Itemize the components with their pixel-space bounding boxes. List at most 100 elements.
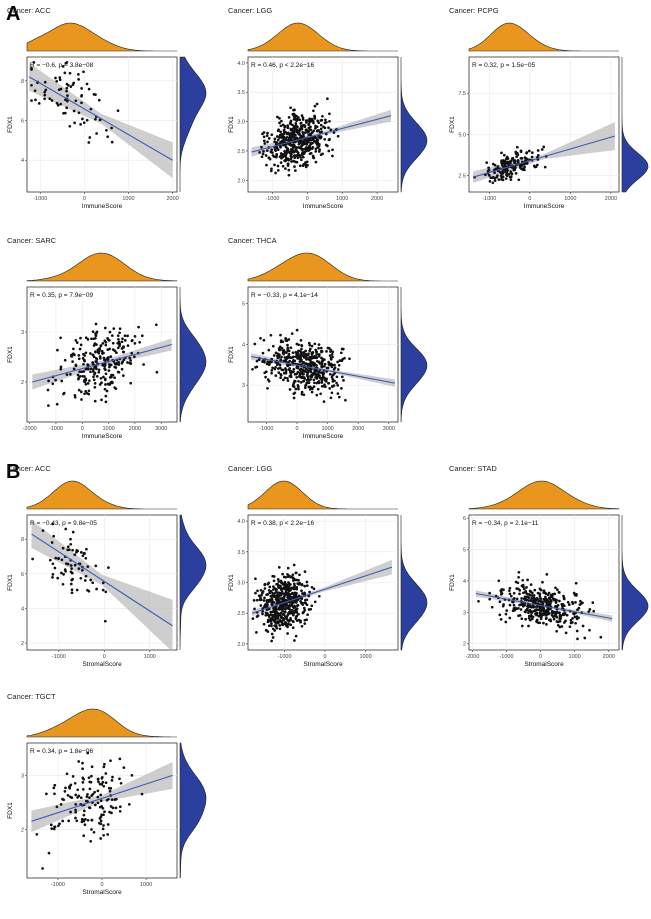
data-point (88, 379, 91, 383)
data-point (54, 378, 57, 382)
data-point (94, 350, 97, 353)
data-point (294, 126, 297, 129)
data-point (300, 347, 303, 351)
data-point (93, 342, 97, 345)
data-point (121, 337, 124, 341)
data-point (324, 118, 327, 122)
data-point (312, 385, 316, 388)
y-marginal-density (621, 57, 649, 193)
data-point (77, 760, 81, 763)
data-point (103, 339, 107, 343)
data-point (285, 617, 289, 621)
data-point (300, 390, 304, 394)
data-point (103, 362, 107, 366)
data-point (281, 623, 284, 627)
data-point (74, 808, 77, 812)
data-point (89, 367, 93, 371)
data-point (120, 347, 124, 350)
data-point (283, 350, 287, 354)
data-point (84, 799, 88, 803)
data-point (294, 355, 298, 358)
data-point (267, 156, 271, 160)
data-point (272, 606, 275, 610)
y-tick-label: 2 (463, 642, 466, 648)
data-point (342, 379, 345, 382)
data-point (291, 608, 294, 612)
data-point (142, 363, 145, 366)
data-point (284, 367, 287, 370)
data-point (291, 123, 294, 127)
data-point (59, 87, 63, 91)
data-point (319, 371, 323, 374)
data-point (256, 589, 259, 593)
data-point (262, 139, 266, 143)
data-point (493, 163, 497, 167)
x-marginal-density (247, 252, 398, 282)
x-tick-label: 2000 (371, 196, 383, 202)
data-point (518, 164, 522, 168)
y-tick-label: 5 (463, 548, 466, 554)
data-point (274, 149, 278, 152)
data-point (325, 366, 329, 370)
data-point (79, 390, 83, 394)
data-point (485, 161, 489, 164)
data-point (55, 402, 59, 406)
y-tick-label: 2.5 (458, 174, 466, 180)
data-point (283, 376, 287, 380)
data-point (310, 344, 314, 348)
data-point (116, 346, 120, 350)
chart-title: Cancer: LGG (228, 6, 272, 15)
data-point (292, 611, 296, 614)
data-point (76, 549, 80, 553)
data-point (37, 102, 41, 105)
data-point (287, 622, 290, 626)
data-point (74, 810, 78, 814)
data-point (477, 599, 480, 603)
data-point (317, 135, 321, 139)
data-point (95, 357, 99, 361)
data-point (311, 387, 314, 391)
data-point (286, 157, 290, 161)
data-point (259, 604, 263, 607)
data-point (274, 374, 278, 377)
data-point (255, 615, 259, 618)
data-point (92, 378, 96, 382)
data-point (63, 111, 67, 115)
correlation-stat: R = 0.32, p = 1.5e−05 (472, 62, 535, 69)
data-point (337, 363, 341, 367)
x-tick-label: 0 (306, 196, 309, 202)
data-point (317, 375, 320, 378)
data-point (273, 629, 277, 632)
data-point (306, 119, 310, 122)
data-point (278, 136, 281, 139)
data-point (535, 596, 539, 600)
correlation-stat: R = 0.38, p < 2.2e−16 (251, 520, 314, 527)
data-point (270, 133, 274, 137)
data-point (572, 612, 575, 615)
data-point (505, 609, 509, 612)
data-point (96, 789, 100, 793)
data-point (581, 601, 584, 605)
data-point (64, 786, 67, 790)
data-point (92, 337, 96, 341)
regression-line (250, 356, 396, 384)
data-point (288, 601, 291, 604)
data-point (105, 389, 109, 393)
data-point (302, 606, 306, 610)
data-point (308, 138, 311, 142)
data-point (539, 600, 543, 604)
data-point (310, 390, 314, 394)
data-point (82, 809, 86, 813)
data-point (313, 369, 316, 372)
data-point (277, 580, 281, 583)
data-point (70, 588, 74, 592)
regression-line (28, 76, 173, 161)
data-point (538, 594, 542, 598)
data-point (59, 336, 62, 340)
data-point (86, 338, 90, 341)
data-point (49, 823, 53, 827)
data-point (524, 617, 528, 621)
data-point (538, 592, 542, 596)
data-point (43, 93, 47, 97)
data-point (94, 322, 98, 326)
